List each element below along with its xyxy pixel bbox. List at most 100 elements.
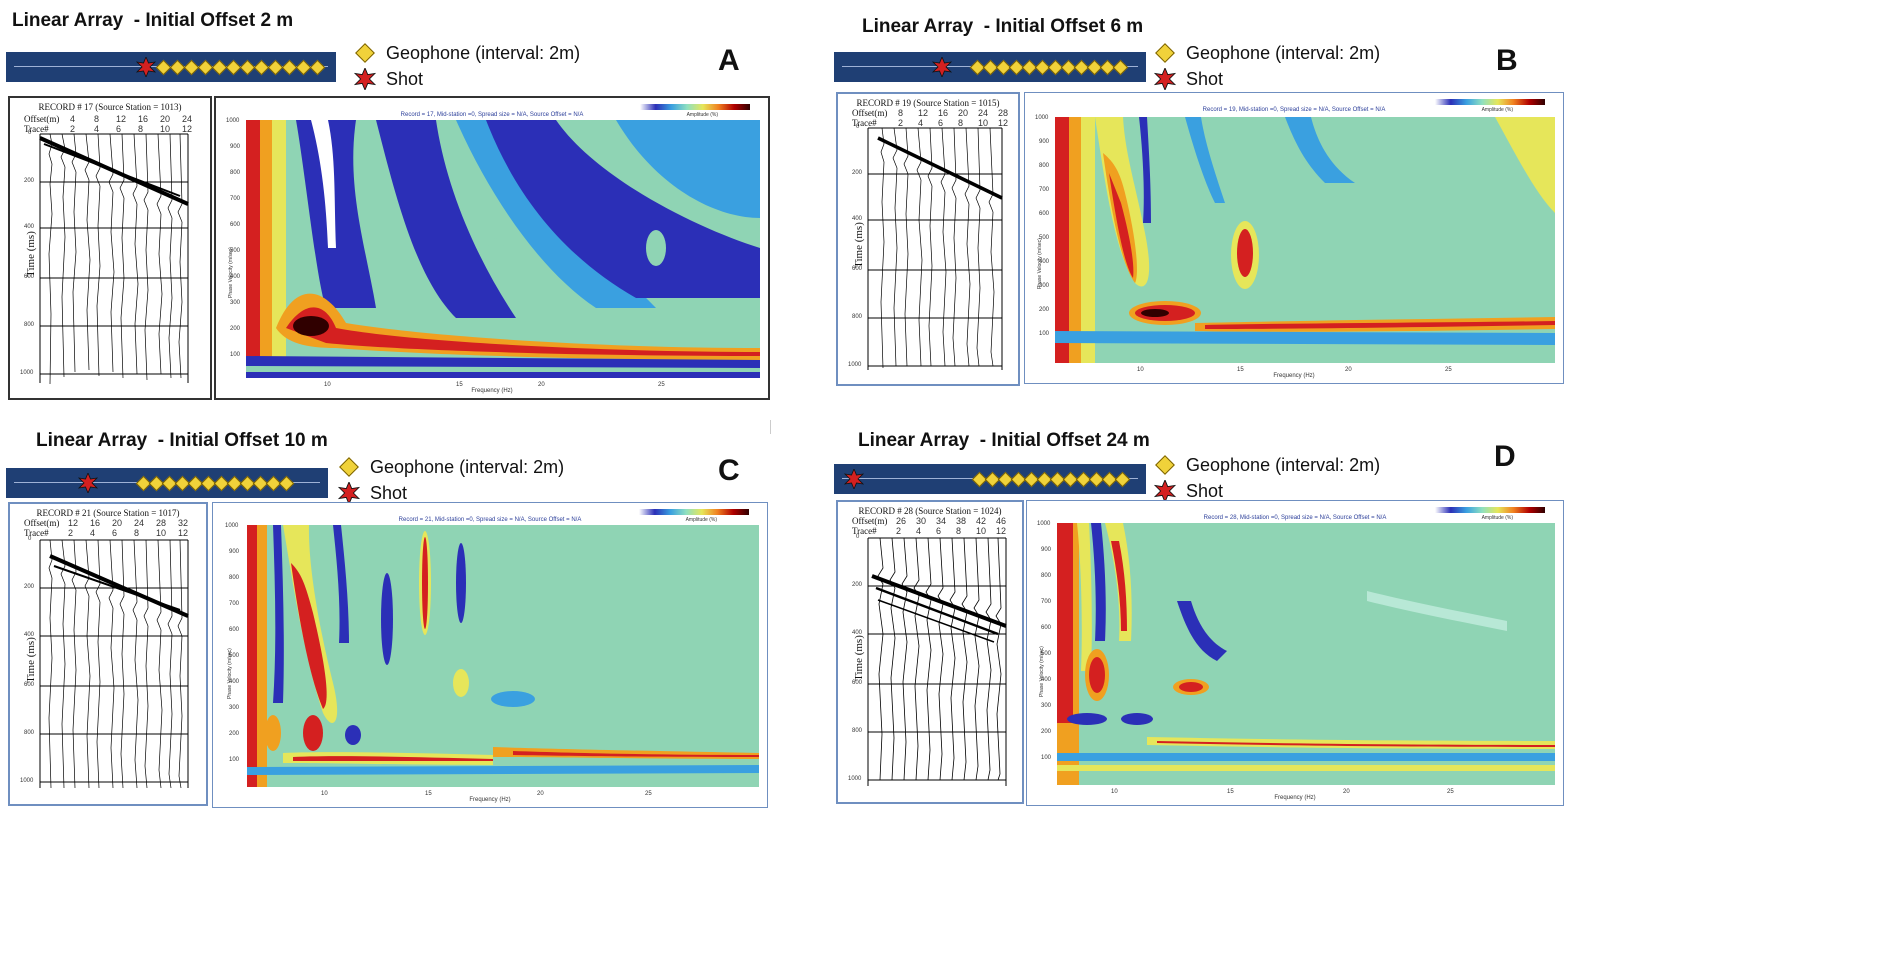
vel-tick: 700 [1041,599,1052,605]
trace-value: 2 [898,118,904,128]
trace-value: 6 [116,124,122,134]
time-tick: 400 [24,224,35,230]
time-tick: 1000 [848,776,862,782]
record-header: RECORD # 17 (Source Station = 1013) [38,102,182,112]
trace-value: 2 [896,526,902,536]
divider [770,420,771,434]
freq-tick: 10 [324,382,331,388]
shot-icon [844,469,864,489]
freq-tick: 15 [425,791,432,797]
time-tick: 600 [852,680,863,686]
dispersion-image: Amplitude (%) Record = 28, Mid-station =… [1026,500,1564,806]
record-header: RECORD # 21 (Source Station = 1017) [36,508,180,518]
legend-geophone: Geophone (interval: 2m) [1186,454,1381,475]
spectrum-title: Record = 28, Mid-station =0, Spread size… [1203,515,1387,521]
colorbar-label: Amplitude (%) [685,517,717,523]
vel-tick: 100 [230,352,241,358]
seismogram: RECORD # 21 (Source Station = 1017) Offs… [8,502,208,806]
dispersion-plot [246,120,760,378]
trace-value: 6 [938,118,944,128]
offset-value: 4 [70,114,76,124]
vel-tick: 500 [1039,235,1050,241]
freq-tick: 20 [537,791,544,797]
vel-tick: 500 [229,653,240,659]
offset-value: 28 [156,518,167,528]
record-header: RECORD # 19 (Source Station = 1015) [856,98,1000,108]
seismogram-traces [39,539,189,789]
time-tick: 800 [852,314,863,320]
vel-tick: 800 [1039,163,1050,169]
trace-value: 8 [958,118,964,128]
vel-tick: 300 [230,300,241,306]
panel-title: Linear Array - Initial Offset 6 m [862,16,1144,37]
offset-value: 24 [134,518,145,528]
vel-tick: 900 [229,549,240,555]
vel-tick: 400 [1041,677,1052,683]
trace-value: 4 [90,528,96,538]
offset-label: Offset(m) [852,108,888,118]
freq-tick: 10 [321,791,328,797]
offset-value: 24 [978,108,989,118]
time-tick: 200 [24,584,35,590]
shot-icon [136,57,156,77]
geophone-icon [355,43,375,63]
offset-value: 8 [898,108,904,118]
offset-value: 26 [896,516,907,526]
offset-value: 12 [918,108,929,118]
time-tick: 400 [852,216,863,222]
vel-tick: 400 [229,679,240,685]
panel-letter: B [1496,44,1518,77]
time-tick: 400 [24,632,35,638]
time-tick: 200 [24,178,35,184]
time-tick: 0 [856,124,860,130]
vel-tick: 200 [230,326,241,332]
frequency-axis-label: Frequency (Hz) [469,797,511,803]
seismogram-traces [39,133,189,385]
spectrum-title: Record = 17, Mid-station =0, Spread size… [400,112,584,118]
vel-tick: 1000 [225,523,239,529]
vel-tick: 1000 [1037,521,1051,527]
time-tick: 1000 [20,370,34,376]
freq-tick: 25 [1445,367,1452,373]
array-bar [6,468,328,498]
trace-value: 12 [996,526,1007,536]
trace-value: 10 [978,118,989,128]
dispersion-image: Amplitude (%) Record = 19, Mid-station =… [1024,92,1564,384]
time-tick: 800 [852,728,863,734]
shot-icon [1154,68,1176,90]
trace-value: 8 [956,526,962,536]
trace-value: 6 [936,526,942,536]
colorbar [1435,507,1545,513]
seismogram: RECORD # 17 (Source Station = 1013) Offs… [8,96,212,400]
array-bar [834,464,1146,494]
vel-tick: 400 [1039,259,1050,265]
seismogram: RECORD # 19 (Source Station = 1015) Offs… [836,92,1020,386]
vel-tick: 800 [229,575,240,581]
offset-value: 20 [160,114,171,124]
dispersion-plot [1055,117,1555,363]
legend-geophone: Geophone (interval: 2m) [1186,42,1381,63]
trace-value: 10 [976,526,987,536]
offset-value: 24 [182,114,193,124]
dispersion-image: Amplitude (%) Record = 21, Mid-station [212,502,768,808]
vel-tick: 1000 [226,118,240,124]
phase-velocity-label: Phase Velocity (m/sec) [228,247,234,298]
legend: Geophone (interval: 2m) Shot [352,40,580,92]
freq-tick: 20 [1343,789,1350,795]
freq-tick: 25 [1447,789,1454,795]
freq-tick: 10 [1137,367,1144,373]
colorbar-label: Amplitude (%) [1481,515,1513,521]
offset-value: 12 [116,114,127,124]
offset-value: 32 [178,518,189,528]
legend: Geophone (interval: 2m) Shot [1152,40,1380,92]
time-axis-label: Time (ms) [852,222,865,268]
trace-value: 2 [68,528,74,538]
time-axis-label: Time (ms) [852,635,865,681]
legend-shot: Shot [1186,68,1224,89]
legend-geophone: Geophone (interval: 2m) [370,456,565,477]
vel-tick: 500 [1041,651,1052,657]
offset-value: 16 [938,108,949,118]
time-tick: 600 [24,682,35,688]
vel-tick: 200 [229,731,240,737]
freq-tick: 20 [538,382,545,388]
